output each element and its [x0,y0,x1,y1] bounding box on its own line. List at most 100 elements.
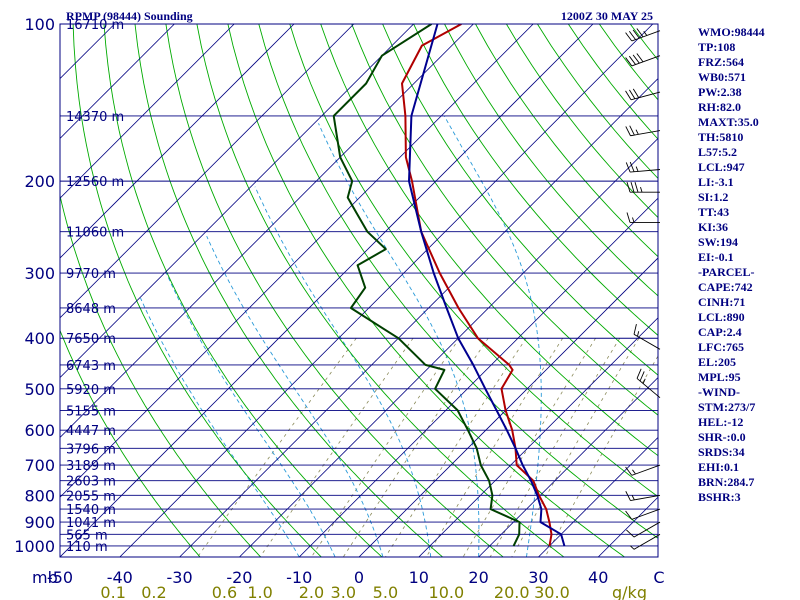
isotherm-line [60,24,534,498]
chart-title: RPMP (98444) Sounding [66,9,193,23]
height-label: 110 m [66,540,108,555]
isotherm-line [60,24,594,557]
index-value: -WIND- [698,385,740,399]
mixing-ratio-label: 5.0 [373,583,398,600]
dry-adiabat [60,193,262,557]
dry-adiabat [351,24,658,416]
wind-barb-flag [625,466,633,476]
height-label: 3189 m [66,459,116,474]
height-label: 8648 m [66,302,116,317]
dry-adiabat [165,24,504,557]
wind-barb-flag [629,125,635,136]
pressure-tick-label: 300 [24,264,55,283]
dry-adiabat [444,24,658,297]
isotherm-line [478,377,658,557]
moist-adiabat [206,236,384,557]
isotherm-line [60,24,235,199]
wind-barbs [625,28,661,550]
mixing-ratio-label: 0.2 [141,583,166,600]
moist-adiabat [165,272,336,557]
isotherm-line [418,317,658,557]
wind-barb-staff [630,91,661,101]
temperature-trace [401,24,553,547]
height-label: 3796 m [66,442,116,457]
height-label: 12560 m [66,175,124,190]
diagram-grid [60,24,658,557]
wind-barb-flag [628,55,636,65]
mixing-ratio-line [489,337,621,557]
height-label: 1041 m [66,516,116,531]
wind-barb-flag [625,32,633,42]
height-label: 5155 m [66,404,116,419]
wind-barb-flag [636,368,642,379]
index-value: RH:82.0 [698,100,741,114]
pressure-tick-label: 100 [24,15,55,34]
mixing-ratio-label: 0.1 [100,583,125,600]
wind-barb-flag [635,129,639,135]
index-value: EI:-0.1 [698,250,734,264]
index-value: EL:205 [698,355,736,369]
index-value: L57:5.2 [698,145,737,159]
dry-adiabat [475,24,658,258]
wind-barb-staff [633,533,661,550]
dewpoint-trace [332,24,521,547]
temperature-unit-label: C [653,568,664,587]
temperature-tick-label: 0 [354,568,364,587]
height-label: 2603 m [66,475,116,490]
index-value: TT:43 [698,205,729,219]
wind-barb-flag [632,469,636,475]
pressure-tick-label: 500 [24,380,55,399]
wind-barb-staff [630,130,661,137]
mixing-ratio-label: 0.6 [212,583,237,600]
wind-barb-staff [631,55,661,67]
height-label: 2055 m [66,489,116,504]
index-value: SW:194 [698,235,738,249]
index-value: CINH:71 [698,295,745,309]
wind-barb-flag [625,126,631,136]
height-label: 4447 m [66,424,116,439]
pressure-tick-label: 400 [24,329,55,348]
index-value: MPL:95 [698,370,741,384]
isotherm-line [239,137,658,557]
index-value: BRN:284.7 [698,475,754,489]
mixing-ratio-line [425,337,564,557]
wind-barb-flag [626,529,635,538]
index-value: LCL:890 [698,310,745,324]
mixing-ratio-unit-label: g/kg [612,583,647,600]
isotherm-line [60,24,355,319]
dry-adiabat [227,24,625,557]
moist-adiabat [318,123,480,557]
wind-barb-flag [636,28,644,38]
height-label: 11060 m [66,226,124,241]
wind-barb-flag [637,331,640,337]
mixing-ratio-line [197,337,357,557]
wind-barb-flag [630,182,635,193]
pressure-tick-label: 800 [24,486,55,505]
plot-frame [59,23,659,558]
isotherm-line [60,24,474,438]
wind-barb-flag [625,57,633,67]
index-value: SRDS:34 [698,445,745,459]
index-value: SHR-:0.0 [698,430,746,444]
wind-barb-staff [631,464,661,476]
temperature-tick-label: -50 [47,568,73,587]
mixing-ratio-line [511,337,640,557]
wind-barb-staff [633,333,661,350]
isotherm-line [358,257,658,557]
temperature-tick-label: 10 [409,568,429,587]
wind-barb-flag [625,90,632,101]
chart-time: 1200Z 30 MAY 25 [561,9,653,23]
height-label: 1540 m [66,503,116,518]
wind-barb-flag [629,161,635,172]
wind-barb-flag [636,53,644,63]
index-value: -PARCEL- [698,265,754,279]
pressure-tick-label: 700 [24,456,55,475]
height-label: 14370 m [66,110,124,125]
pressure-tick-label: 200 [24,172,55,191]
index-value: LFC:765 [698,340,744,354]
mixing-ratio-line [462,337,596,557]
mixing-ratio-label: 2.0 [299,583,324,600]
pressure-unit-label: mb [32,568,58,587]
mixing-ratio-label: 10.0 [429,583,465,600]
